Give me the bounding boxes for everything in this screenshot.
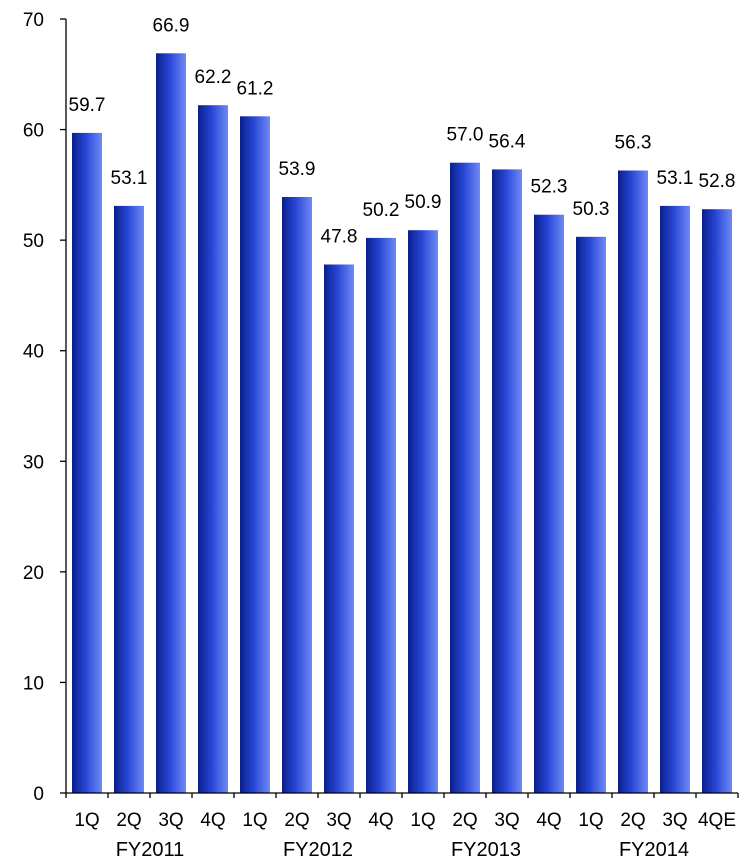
- bars-layer: [72, 53, 732, 794]
- bar-3: [156, 53, 186, 794]
- value-label-9: 50.9: [405, 192, 442, 213]
- x-tick-label-2: 2Q: [116, 810, 141, 831]
- value-label-4: 62.2: [195, 67, 232, 88]
- x-tick-label-13: 1Q: [578, 810, 603, 831]
- y-tick-label-60: 60: [23, 121, 44, 142]
- bar-9: [408, 230, 438, 793]
- y-tick-label-50: 50: [23, 231, 44, 252]
- y-tick-label-30: 30: [23, 452, 44, 473]
- x-tick-label-6: 2Q: [284, 810, 309, 831]
- x-tick-label-4: 4Q: [200, 810, 225, 831]
- bar-2: [114, 205, 144, 793]
- value-label-16: 52.8: [699, 171, 736, 192]
- value-label-12: 52.3: [531, 177, 568, 198]
- y-tick-label-40: 40: [23, 342, 44, 363]
- x-tick-label-7: 3Q: [326, 810, 351, 831]
- bar-4: [198, 105, 228, 793]
- value-label-10: 57.0: [447, 125, 484, 146]
- bar-16: [702, 209, 732, 793]
- labels-layer: 59.7 53.1 66.9 62.261.2 53.9 47.850.2 50.9 57.0…: [23, 10, 736, 861]
- group-label-4: FY2014: [619, 839, 689, 861]
- bar-5: [240, 116, 270, 794]
- value-label-7: 47.8: [321, 227, 358, 248]
- group-label-3: FY2013: [451, 839, 521, 861]
- bar-6: [282, 197, 312, 793]
- value-label-13: 50.3: [573, 199, 610, 220]
- x-tick-label-1: 1Q: [74, 810, 99, 831]
- value-label-15: 53.1: [657, 168, 694, 189]
- x-tick-label-8: 4Q: [368, 810, 393, 831]
- x-tick-label-15: 3Q: [662, 810, 687, 831]
- x-tick-label-10: 2Q: [452, 810, 477, 831]
- bar-14: [618, 170, 648, 793]
- x-tick-label-11: 3Q: [494, 810, 519, 831]
- x-tick-label-12: 4Q: [536, 810, 561, 831]
- group-label-2: FY2012: [283, 839, 353, 861]
- bar-15: [660, 205, 690, 793]
- x-tick-label-16: 4QE: [698, 810, 736, 831]
- value-label-8: 50.2: [363, 200, 400, 221]
- axes-layer: [60, 18, 739, 798]
- group-label-1: FY2011: [116, 839, 185, 861]
- value-label-2: 53.1: [111, 168, 148, 189]
- bar-1: [72, 132, 102, 793]
- x-tick-label-9: 1Q: [410, 810, 435, 831]
- bar-11: [492, 169, 522, 793]
- value-label-14: 56.3: [615, 133, 652, 154]
- value-label-1: 59.7: [69, 95, 106, 116]
- bar-13: [576, 236, 606, 794]
- y-tick-label-0: 0: [33, 784, 44, 805]
- value-label-3: 66.9: [153, 15, 190, 36]
- x-tick-label-14: 2Q: [620, 810, 645, 831]
- x-tick-label-3: 3Q: [158, 810, 183, 831]
- value-label-6: 53.9: [279, 159, 316, 180]
- bar-10: [450, 162, 480, 793]
- y-tick-label-20: 20: [23, 563, 44, 584]
- x-tick-label-5: 1Q: [242, 810, 267, 831]
- value-label-5: 61.2: [237, 78, 274, 99]
- bar-7: [324, 264, 354, 793]
- value-label-11: 56.4: [489, 131, 526, 152]
- y-tick-label-10: 10: [23, 673, 44, 694]
- y-tick-label-70: 70: [23, 10, 44, 31]
- bar-8: [366, 237, 396, 793]
- bar-12: [534, 214, 564, 793]
